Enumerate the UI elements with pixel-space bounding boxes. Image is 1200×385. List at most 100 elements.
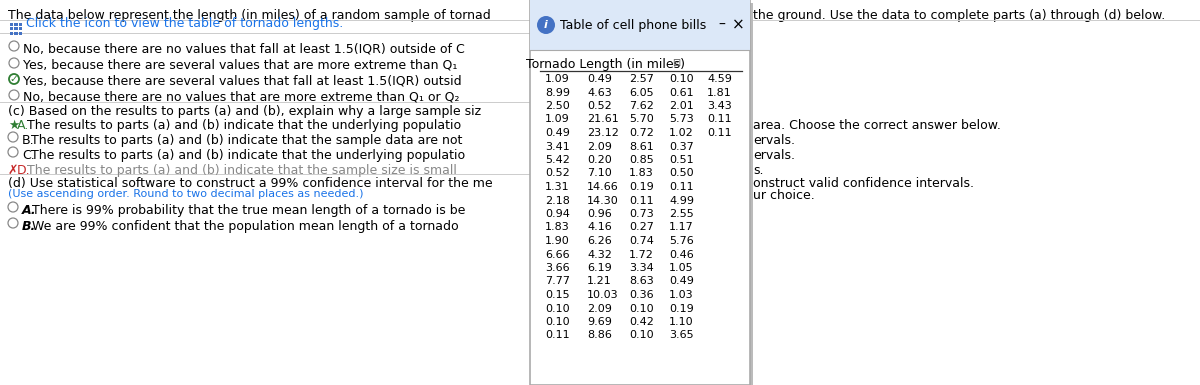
- Text: 5.73: 5.73: [670, 114, 694, 124]
- Text: 5.70: 5.70: [629, 114, 654, 124]
- Text: D.: D.: [17, 164, 31, 177]
- Text: (Use ascending order. Round to two decimal places as needed.): (Use ascending order. Round to two decim…: [8, 189, 364, 199]
- Text: ur choice.: ur choice.: [754, 189, 815, 202]
- Text: 0.52: 0.52: [545, 169, 570, 179]
- Text: s.: s.: [754, 164, 763, 177]
- Text: 1.83: 1.83: [545, 223, 570, 233]
- Text: The results to parts (a) and (b) indicate that the sample data are not: The results to parts (a) and (b) indicat…: [31, 134, 462, 147]
- Text: i: i: [544, 20, 548, 30]
- Text: 0.10: 0.10: [545, 317, 570, 327]
- Text: 6.19: 6.19: [587, 263, 612, 273]
- Text: 8.99: 8.99: [545, 87, 570, 97]
- Text: ✗: ✗: [8, 164, 18, 177]
- Text: 2.01: 2.01: [670, 101, 694, 111]
- Text: There is 99% probability that the true mean length of a tornado is be: There is 99% probability that the true m…: [32, 204, 466, 217]
- Text: Yes, because there are several values that are more extreme than Q₁: Yes, because there are several values th…: [23, 59, 457, 72]
- Text: 1.02: 1.02: [670, 128, 694, 138]
- Text: 0.96: 0.96: [587, 209, 612, 219]
- Bar: [10, 32, 13, 35]
- Text: Click the icon to view the table of tornado lengths.: Click the icon to view the table of torn…: [26, 17, 343, 30]
- Bar: [19, 27, 22, 30]
- Text: 0.11: 0.11: [670, 182, 694, 192]
- Text: 3.66: 3.66: [545, 263, 570, 273]
- Circle shape: [10, 41, 19, 51]
- Text: 8.63: 8.63: [629, 276, 654, 286]
- Bar: [533, 3, 754, 385]
- Text: No, because there are no values that are more extreme than Q₁ or Q₂: No, because there are no values that are…: [23, 91, 460, 104]
- Text: We are 99% confident that the population mean length of a tornado: We are 99% confident that the population…: [32, 220, 458, 233]
- Text: 0.11: 0.11: [707, 128, 732, 138]
- Text: 9.69: 9.69: [587, 317, 612, 327]
- Text: 8.86: 8.86: [587, 330, 612, 340]
- Text: –: –: [719, 18, 726, 32]
- Text: 0.74: 0.74: [629, 236, 654, 246]
- Text: 0.10: 0.10: [670, 74, 694, 84]
- Text: 14.30: 14.30: [587, 196, 619, 206]
- Circle shape: [10, 74, 19, 84]
- Bar: [14, 27, 18, 30]
- Text: 0.19: 0.19: [629, 182, 654, 192]
- Text: 5.42: 5.42: [545, 155, 570, 165]
- Text: 0.73: 0.73: [629, 209, 654, 219]
- Bar: [19, 32, 22, 35]
- Text: 4.32: 4.32: [587, 249, 612, 259]
- Text: 2.57: 2.57: [629, 74, 654, 84]
- Text: 3.65: 3.65: [670, 330, 694, 340]
- Text: 23.12: 23.12: [587, 128, 619, 138]
- Text: C.: C.: [22, 149, 35, 162]
- Text: 0.10: 0.10: [629, 303, 654, 313]
- Text: Yes, because there are several values that fall at least 1.5(IQR) outsid: Yes, because there are several values th…: [23, 75, 462, 88]
- Text: A.: A.: [22, 204, 37, 217]
- Text: 1.72: 1.72: [629, 249, 654, 259]
- Text: ⊡: ⊡: [672, 58, 680, 68]
- Text: 1.05: 1.05: [670, 263, 694, 273]
- Text: B.: B.: [22, 134, 35, 147]
- Text: 0.27: 0.27: [629, 223, 654, 233]
- Bar: [10, 27, 13, 30]
- Text: 0.11: 0.11: [545, 330, 570, 340]
- Text: 0.52: 0.52: [587, 101, 612, 111]
- Text: 6.26: 6.26: [587, 236, 612, 246]
- Text: 2.55: 2.55: [670, 209, 694, 219]
- Text: Tornado Length (in miles): Tornado Length (in miles): [526, 58, 684, 71]
- Text: ★: ★: [8, 119, 19, 132]
- Text: 2.18: 2.18: [545, 196, 570, 206]
- Bar: [530, 0, 750, 50]
- Text: 0.10: 0.10: [545, 303, 570, 313]
- Text: 1.17: 1.17: [670, 223, 694, 233]
- Text: 7.62: 7.62: [629, 101, 654, 111]
- Text: 3.41: 3.41: [545, 142, 570, 152]
- Text: 1.81: 1.81: [707, 87, 732, 97]
- Circle shape: [8, 218, 18, 228]
- Text: area. Choose the correct answer below.: area. Choose the correct answer below.: [754, 119, 1001, 132]
- Text: 1.09: 1.09: [545, 114, 570, 124]
- Text: 0.85: 0.85: [629, 155, 654, 165]
- Text: 1.90: 1.90: [545, 236, 570, 246]
- Text: 0.11: 0.11: [707, 114, 732, 124]
- Text: 1.10: 1.10: [670, 317, 694, 327]
- Text: the ground. Use the data to complete parts (a) through (d) below.: the ground. Use the data to complete par…: [754, 9, 1165, 22]
- Bar: [19, 23, 22, 26]
- Text: (c) Based on the results to parts (a) and (b), explain why a large sample siz: (c) Based on the results to parts (a) an…: [8, 105, 481, 118]
- Bar: [0, 0, 530, 385]
- Text: 4.99: 4.99: [670, 196, 694, 206]
- Text: A.: A.: [17, 119, 29, 132]
- Text: The results to parts (a) and (b) indicate that the underlying populatio: The results to parts (a) and (b) indicat…: [28, 119, 461, 132]
- Text: 10.03: 10.03: [587, 290, 619, 300]
- Text: The results to parts (a) and (b) indicate that the sample size is small: The results to parts (a) and (b) indicat…: [28, 164, 457, 177]
- Text: 14.66: 14.66: [587, 182, 619, 192]
- Text: 0.94: 0.94: [545, 209, 570, 219]
- Circle shape: [8, 132, 18, 142]
- Circle shape: [10, 90, 19, 100]
- Text: 6.05: 6.05: [629, 87, 654, 97]
- Text: 7.77: 7.77: [545, 276, 570, 286]
- Text: No, because there are no values that fall at least 1.5(IQR) outside of C: No, because there are no values that fal…: [23, 42, 464, 55]
- Bar: [530, 0, 750, 385]
- Text: 0.49: 0.49: [587, 74, 612, 84]
- Text: 0.42: 0.42: [629, 317, 654, 327]
- Text: 6.66: 6.66: [545, 249, 570, 259]
- Circle shape: [538, 16, 554, 34]
- Text: ✓: ✓: [10, 74, 18, 84]
- Text: 1.21: 1.21: [587, 276, 612, 286]
- Bar: [10, 23, 13, 26]
